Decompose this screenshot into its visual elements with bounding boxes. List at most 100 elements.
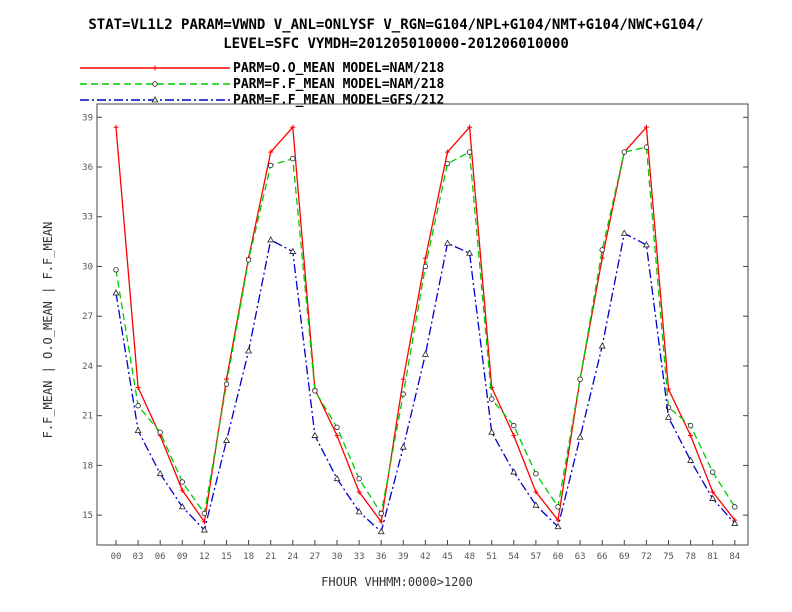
data-point-plus xyxy=(400,376,406,382)
data-point-circle xyxy=(223,381,230,387)
x-tick-label: 75 xyxy=(663,552,674,562)
data-point-plus xyxy=(378,519,384,525)
x-tick-label: 57 xyxy=(530,552,541,562)
legend-entry: PARM=O.O_MEAN MODEL=NAM/218 xyxy=(80,61,444,76)
y-tick-label: 24 xyxy=(82,362,93,372)
data-point-triangle xyxy=(466,249,474,256)
data-point-plus xyxy=(135,385,141,390)
data-point-plus xyxy=(643,124,649,130)
data-point-circle xyxy=(466,149,473,155)
y-tick-label: 15 xyxy=(82,511,93,521)
x-tick-label: 03 xyxy=(133,552,144,562)
data-point-circle xyxy=(290,156,296,162)
data-point-triangle xyxy=(709,494,717,501)
data-point-circle xyxy=(577,376,583,382)
data-point-triangle xyxy=(687,456,695,463)
data-point-triangle xyxy=(311,431,319,438)
data-point-circle xyxy=(444,160,451,167)
x-tick-label: 27 xyxy=(309,552,320,562)
data-point-triangle xyxy=(377,527,385,535)
data-point-circle xyxy=(732,504,738,510)
x-tick-label: 36 xyxy=(376,552,387,562)
data-point-circle xyxy=(400,391,406,397)
data-point-triangle xyxy=(576,433,584,440)
data-point-plus xyxy=(422,255,428,261)
data-point-circle xyxy=(710,469,716,475)
data-point-triangle xyxy=(267,236,275,243)
data-point-triangle xyxy=(156,469,164,477)
x-tick-label: 84 xyxy=(729,552,740,562)
x-tick-label: 69 xyxy=(619,552,630,562)
data-point-circle xyxy=(113,267,119,273)
data-point-circle xyxy=(511,422,517,429)
data-point-circle xyxy=(489,396,495,402)
data-point-circle xyxy=(135,403,141,409)
x-tick-label: 78 xyxy=(685,552,696,562)
data-point-triangle xyxy=(355,508,363,515)
data-point-triangle xyxy=(510,468,518,475)
data-point-plus xyxy=(710,489,716,495)
data-point-circle xyxy=(152,81,158,87)
x-axis: 00 03 06 09 12 15 18 21 24 27 30 33 36 39 42 45 48 51 54 57… xyxy=(111,540,740,562)
legend: PARM=O.O_MEAN MODEL=NAM/218PARM=F.F_MEAN… xyxy=(80,61,444,108)
data-point-circle xyxy=(422,263,429,270)
x-tick-label: 09 xyxy=(177,552,188,562)
x-tick-label: 06 xyxy=(155,552,166,562)
data-point-circle xyxy=(378,510,384,517)
x-tick-label: 33 xyxy=(354,552,365,562)
data-point-plus xyxy=(688,433,694,439)
data-point-triangle xyxy=(223,436,230,443)
y-axis-label: F.F_MEAN | O.O_MEAN | F.F_MEAN xyxy=(41,222,55,439)
data-point-triangle xyxy=(665,413,672,420)
data-point-plus xyxy=(334,433,340,439)
legend-entry: PARM=F.F_MEAN MODEL=NAM/218 xyxy=(80,77,444,92)
series-1 xyxy=(113,124,738,525)
x-tick-label: 42 xyxy=(420,552,431,562)
data-point-plus xyxy=(113,124,119,130)
data-point-plus xyxy=(533,489,539,495)
x-tick-label: 81 xyxy=(707,552,718,562)
data-point-triangle xyxy=(620,229,628,236)
data-point-triangle xyxy=(289,247,297,254)
data-point-circle xyxy=(157,429,163,435)
x-tick-label: 66 xyxy=(597,552,608,562)
data-point-triangle xyxy=(642,241,650,248)
data-point-plus xyxy=(179,487,185,493)
chart-subtitle: LEVEL=SFC VYMDH=201205010000-20120601000… xyxy=(223,36,569,52)
data-point-triangle xyxy=(731,519,739,526)
data-point-triangle xyxy=(532,501,540,508)
data-point-circle xyxy=(334,424,340,430)
data-point-circle xyxy=(599,247,605,253)
y-tick-label: 36 xyxy=(82,163,93,173)
data-point-circle xyxy=(312,388,318,394)
data-point-plus xyxy=(511,433,517,439)
data-point-plus xyxy=(152,65,158,71)
data-point-circle xyxy=(268,162,274,169)
data-point-triangle xyxy=(200,526,208,533)
series-line xyxy=(115,146,736,516)
x-tick-label: 12 xyxy=(199,552,210,562)
x-tick-label: 54 xyxy=(508,552,519,562)
x-tick-label: 39 xyxy=(398,552,409,562)
y-axis: 15 18 21 24 27 30 33 36 39 xyxy=(82,113,748,521)
y-tick-label: 27 xyxy=(82,312,93,322)
data-point-circle xyxy=(555,504,561,510)
legend-label: PARM=O.O_MEAN MODEL=NAM/218 xyxy=(233,61,444,76)
data-point-circle xyxy=(621,149,627,155)
data-point-circle xyxy=(687,422,694,429)
y-tick-label: 39 xyxy=(82,113,93,123)
series-2 xyxy=(113,144,738,517)
legend-label: PARM=F.F_MEAN MODEL=NAM/218 xyxy=(233,77,444,92)
series-line xyxy=(115,125,736,524)
x-axis-label: FHOUR VHHMM:0000>1200 xyxy=(321,575,473,589)
data-point-triangle xyxy=(178,503,186,510)
data-point-plus xyxy=(467,124,473,130)
x-tick-label: 15 xyxy=(221,552,232,562)
data-point-plus xyxy=(290,124,296,130)
data-point-circle xyxy=(533,471,539,477)
data-point-triangle xyxy=(554,522,562,530)
x-tick-label: 45 xyxy=(442,552,453,562)
x-tick-label: 24 xyxy=(287,552,298,562)
data-point-circle xyxy=(356,475,362,482)
